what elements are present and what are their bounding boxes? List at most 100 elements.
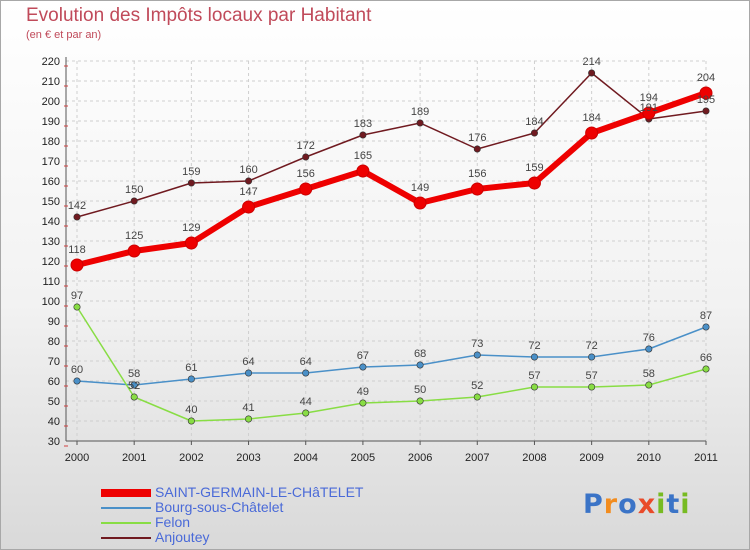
data-label: 50 — [414, 384, 426, 396]
data-point — [302, 409, 310, 417]
logo-letter: i — [680, 489, 691, 520]
x-tick-label: 2008 — [522, 452, 546, 464]
data-point — [356, 164, 370, 178]
y-tick-label: 80 — [48, 336, 60, 348]
y-tick-label: 220 — [42, 56, 60, 68]
data-label: 57 — [528, 370, 540, 382]
data-point — [299, 182, 313, 196]
data-label: 142 — [68, 200, 86, 212]
data-point — [585, 126, 599, 140]
data-point — [73, 377, 81, 385]
series-saint-germain-le-ch-telet — [70, 86, 713, 272]
data-point — [473, 351, 481, 359]
grid-lines — [66, 60, 707, 442]
chart-title: Evolution des Impôts locaux par Habitant — [26, 5, 372, 26]
logo-letter: x — [637, 489, 657, 520]
data-point — [702, 107, 710, 115]
data-label: 150 — [125, 184, 143, 196]
data-label: 72 — [586, 340, 598, 352]
data-label: 147 — [239, 186, 257, 198]
data-label: 176 — [468, 132, 486, 144]
data-point — [588, 353, 596, 361]
legend-label: SAINT-GERMAIN-LE-CHâTELET — [155, 484, 364, 500]
data-point — [359, 399, 367, 407]
data-point — [588, 383, 596, 391]
series-line — [76, 306, 707, 422]
y-tick-label: 160 — [42, 176, 60, 188]
logo-letter: i — [656, 489, 667, 520]
data-label: 97 — [71, 290, 83, 302]
series-line — [76, 326, 707, 386]
y-tick-label: 110 — [42, 276, 60, 288]
data-label: 191 — [640, 102, 658, 114]
data-point — [245, 369, 253, 377]
data-point — [416, 397, 424, 405]
legend-label: Anjoutey — [155, 529, 210, 545]
data-point — [187, 375, 195, 383]
legend-swatch — [101, 507, 151, 509]
y-tick-label: 130 — [42, 236, 60, 248]
y-tick-label: 90 — [48, 316, 60, 328]
y-tick-label: 40 — [48, 416, 60, 428]
y-tick-label: 60 — [48, 376, 60, 388]
y-tick-label: 70 — [48, 356, 60, 368]
chart-subtitle: (en € et par an) — [26, 29, 102, 41]
data-point — [73, 213, 81, 221]
data-point — [645, 381, 653, 389]
y-tick-label: 30 — [48, 436, 60, 448]
y-tick-label: 210 — [42, 76, 60, 88]
data-point — [242, 200, 256, 214]
data-label: 129 — [182, 222, 200, 234]
data-point — [530, 353, 538, 361]
x-tick-label: 2002 — [179, 452, 203, 464]
data-point — [127, 244, 141, 258]
data-label: 72 — [528, 340, 540, 352]
data-label: 67 — [357, 350, 369, 362]
x-tick-label: 2007 — [465, 452, 489, 464]
data-label: 160 — [239, 164, 257, 176]
data-label: 184 — [525, 116, 543, 128]
data-label: 68 — [414, 348, 426, 360]
legend-label: Felon — [155, 514, 191, 530]
data-label: 165 — [354, 150, 372, 162]
data-label: 64 — [300, 356, 312, 368]
data-point — [245, 415, 253, 423]
data-label: 195 — [697, 94, 715, 106]
data-point — [702, 323, 710, 331]
data-point — [187, 417, 195, 425]
data-label: 125 — [125, 230, 143, 242]
data-label: 204 — [697, 72, 715, 84]
data-label: 58 — [128, 368, 140, 380]
legend-swatch — [101, 489, 151, 497]
data-point — [302, 153, 310, 161]
data-point — [302, 369, 310, 377]
x-tick-label: 2010 — [637, 452, 661, 464]
data-label: 172 — [297, 140, 315, 152]
data-point — [184, 236, 198, 250]
data-label: 66 — [700, 352, 712, 364]
y-tick-label: 150 — [42, 196, 60, 208]
series-anjoutey — [73, 69, 710, 221]
data-point — [473, 393, 481, 401]
data-point — [413, 196, 427, 210]
proxiti-logo: Proxiti — [583, 489, 691, 520]
data-label: 40 — [185, 404, 197, 416]
data-point — [70, 258, 84, 272]
data-label: 57 — [586, 370, 598, 382]
data-label: 87 — [700, 310, 712, 322]
data-point — [702, 365, 710, 373]
legend-label: Bourg-sous-Châtelet — [155, 499, 284, 515]
data-point — [359, 363, 367, 371]
x-tick-label: 2003 — [236, 452, 260, 464]
data-label: 52 — [128, 380, 140, 392]
data-point — [530, 129, 538, 137]
data-label: 76 — [643, 332, 655, 344]
legend-swatch — [101, 537, 151, 539]
data-point — [416, 119, 424, 127]
y-tick-label: 190 — [42, 116, 60, 128]
y-tick-label: 200 — [42, 96, 60, 108]
data-point — [527, 176, 541, 190]
data-label: 118 — [68, 244, 86, 256]
data-label: 61 — [185, 362, 197, 374]
